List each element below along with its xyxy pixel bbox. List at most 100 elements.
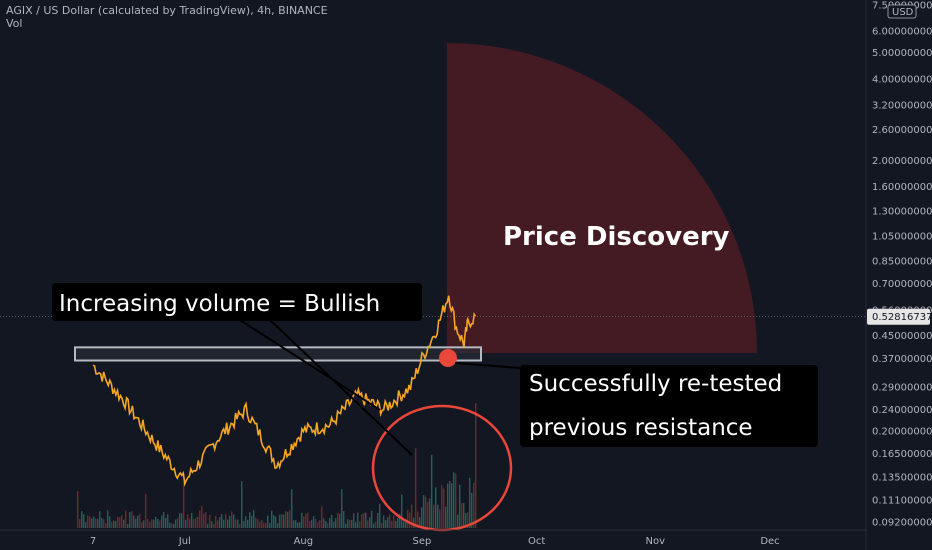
volume-bar — [227, 519, 229, 528]
volume-bar — [179, 513, 181, 528]
volume-bar — [443, 488, 445, 528]
volume-bar — [243, 521, 245, 528]
volume-bar — [367, 520, 369, 528]
volume-bar — [277, 523, 279, 528]
volume-bar — [307, 512, 309, 528]
price-tick-label: 1.30000000 — [872, 206, 932, 217]
volume-bar — [231, 511, 233, 528]
volume-bar — [421, 507, 423, 528]
volume-bar — [271, 510, 273, 528]
volume-bar — [387, 517, 389, 528]
volume-bar — [237, 519, 239, 528]
price-discovery-label: Price Discovery — [503, 222, 730, 252]
volume-bar — [197, 516, 199, 528]
chart-title[interactable]: AGIX / US Dollar (calculated by TradingV… — [6, 4, 328, 17]
volume-bar — [147, 519, 149, 528]
volume-bar — [465, 513, 467, 528]
volume-bar — [77, 491, 79, 528]
volume-bar — [131, 511, 133, 528]
volume-bar — [93, 516, 95, 528]
volume-bar — [199, 510, 201, 528]
volume-bar — [375, 521, 377, 528]
volume-bar — [365, 512, 367, 528]
volume-bar — [309, 521, 311, 528]
time-tick-label: Nov — [645, 536, 665, 547]
volume-bar — [295, 520, 297, 528]
time-tick-label: 7 — [90, 536, 96, 547]
volume-bar — [97, 518, 99, 528]
volume-bar — [213, 523, 215, 528]
volume-bar — [419, 517, 421, 528]
volume-bar — [273, 515, 275, 528]
volume-bar — [333, 521, 335, 528]
volume-bar — [379, 503, 381, 528]
volume-bar — [363, 513, 365, 528]
volume-bar — [157, 519, 159, 528]
volume-bar — [207, 523, 209, 528]
volume-bar — [185, 519, 187, 528]
volume-bar — [193, 519, 195, 528]
volume-bar — [407, 509, 409, 528]
volume-callout-box — [52, 283, 422, 321]
volume-bar — [395, 521, 397, 528]
volume-bar — [137, 515, 139, 528]
volume-bar — [315, 519, 317, 528]
volume-bar — [189, 518, 191, 528]
volume-bar — [467, 512, 469, 528]
volume-bar — [461, 502, 463, 528]
volume-bar — [361, 514, 363, 528]
volume-bar — [405, 522, 407, 528]
volume-bar — [385, 520, 387, 528]
volume-bar — [445, 506, 447, 528]
retest-marker — [439, 349, 457, 367]
leader-line — [269, 319, 413, 456]
volume-bar — [457, 514, 459, 528]
price-tick-label: 1.60000000 — [872, 182, 932, 193]
price-tick-label: 0.16500000 — [872, 449, 932, 460]
volume-bar — [269, 522, 271, 528]
volume-bar — [113, 520, 115, 528]
volume-bar — [345, 523, 347, 528]
volume-bar — [85, 522, 87, 528]
volume-bar — [453, 472, 455, 528]
volume-bar — [391, 520, 393, 528]
volume-bar — [81, 511, 83, 528]
time-axis[interactable]: 7 Jul Aug Sep Oct Nov Dec — [90, 536, 780, 547]
retest-callout-line2: previous resistance — [529, 415, 753, 441]
volume-bar — [153, 519, 155, 528]
volume-bar — [257, 519, 259, 528]
price-axis[interactable]: 7.500000006.000000005.000000004.00000000… — [872, 1, 932, 529]
volume-bar — [217, 520, 219, 528]
volume-bar — [149, 521, 151, 528]
volume-bar — [229, 515, 231, 528]
volume-bar — [297, 522, 299, 528]
volume-bar — [281, 514, 283, 528]
volume-bar — [415, 448, 417, 528]
volume-bar — [233, 514, 235, 528]
volume-bar — [287, 511, 289, 528]
volume-bar — [209, 514, 211, 528]
price-tick-label: 4.00000000 — [872, 74, 932, 85]
volume-indicator-label[interactable]: Vol — [6, 17, 23, 30]
volume-bar — [187, 514, 189, 528]
volume-bar — [439, 509, 441, 528]
volume-bar — [263, 522, 265, 528]
volume-bar — [305, 513, 307, 528]
price-tick-label: 2.60000000 — [872, 125, 932, 136]
time-tick-label: Sep — [413, 536, 432, 547]
volume-bar — [377, 512, 379, 528]
volume-bar — [291, 489, 293, 528]
volume-bar — [409, 512, 411, 528]
volume-bar — [283, 514, 285, 528]
volume-bar — [107, 510, 109, 528]
time-tick-label: Oct — [528, 536, 545, 547]
volume-bar — [195, 517, 197, 528]
volume-bar — [123, 519, 125, 528]
volume-bar — [437, 504, 439, 528]
volume-bar — [347, 519, 349, 528]
volume-bar — [351, 519, 353, 528]
volume-bar — [161, 515, 163, 528]
volume-bar — [119, 517, 121, 528]
volume-bar — [129, 512, 131, 528]
